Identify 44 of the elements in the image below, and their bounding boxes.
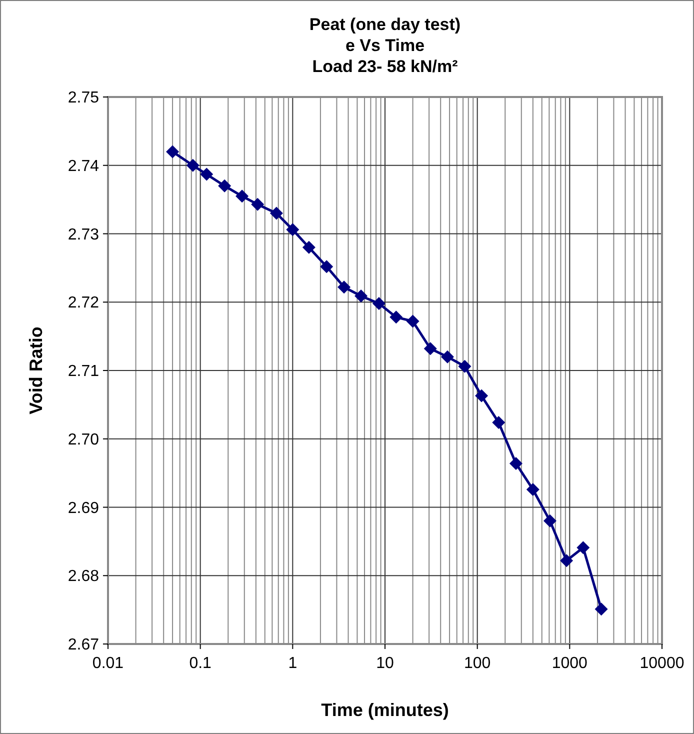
chart-title: Peat (one day test) e Vs Time Load 23- 58 kN/m² (309, 15, 461, 76)
point (354, 289, 368, 302)
y-tick-label: 2.71 (68, 363, 100, 380)
y-tick-label: 2.67 (68, 636, 100, 654)
point (338, 280, 351, 294)
point (200, 168, 214, 181)
point (440, 350, 454, 364)
point (560, 554, 574, 568)
y-tick-label: 2.75 (68, 90, 100, 107)
point (320, 260, 334, 274)
point (406, 314, 420, 328)
point (390, 310, 403, 324)
point (526, 482, 540, 496)
point (166, 145, 180, 158)
x-tick-label: 1 (288, 655, 298, 672)
x-axis-title: Time (minutes) (321, 700, 449, 720)
point (594, 602, 608, 616)
x-tick-label: 10 (376, 655, 394, 672)
point (218, 179, 232, 192)
point (286, 223, 300, 236)
x-tick-label: 10000 (640, 655, 684, 672)
point (270, 206, 283, 220)
point (576, 541, 590, 554)
y-tick-label: 2.68 (68, 568, 100, 586)
point (492, 416, 506, 429)
x-tick-label: 0.1 (189, 655, 212, 672)
x-tick-label: 0.01 (92, 655, 124, 672)
point (458, 360, 472, 373)
y-tick-label: 2.72 (68, 294, 100, 312)
point (424, 342, 437, 356)
point (475, 389, 488, 402)
x-tick-label: 1000 (552, 655, 588, 672)
point (543, 514, 556, 528)
point (302, 240, 316, 254)
y-axis-title: Void Ratio (26, 326, 46, 414)
point (509, 456, 522, 470)
point (236, 190, 249, 203)
y-tick-label: 2.70 (68, 431, 100, 448)
y-tick-label: 2.69 (68, 500, 100, 517)
y-tick-label: 2.74 (68, 158, 100, 175)
point (372, 296, 386, 310)
point (251, 198, 264, 211)
x-tick-label: 100 (464, 655, 491, 672)
y-tick-label: 2.73 (68, 226, 100, 244)
